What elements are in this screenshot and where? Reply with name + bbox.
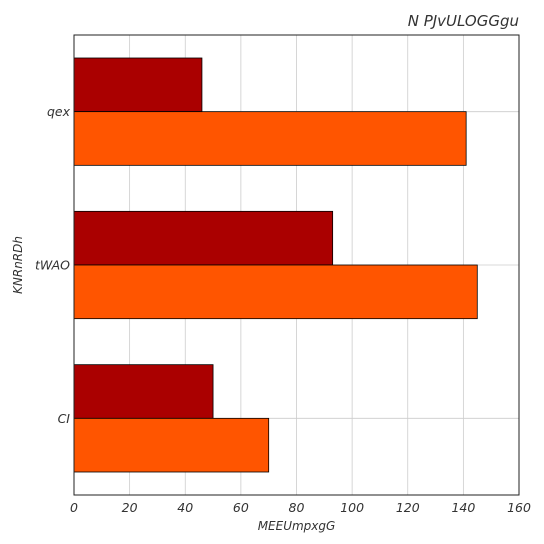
plot-frame (73, 34, 520, 496)
x-tick-label: 100 (340, 500, 364, 515)
x-tick-label: 160 (507, 500, 531, 515)
y-axis-ticks: CI tWAO qex (35, 104, 71, 426)
x-axis-ticks: 0 20 40 60 80 100 120 140 160 (70, 500, 531, 515)
x-tick-label: 120 (396, 500, 420, 515)
bars (73, 57, 478, 473)
x-tick-label: 140 (451, 500, 475, 515)
y-tick-label: CI (58, 411, 71, 426)
y-tick-label: qex (47, 104, 71, 119)
x-axis-label: MEEUmpxgG (258, 519, 336, 533)
x-tick-label: 60 (233, 500, 249, 515)
y-tick-label: tWAO (35, 258, 70, 273)
bar-tWAO-series-1 (73, 210, 334, 266)
bar-qex-series-1 (73, 57, 203, 113)
y-axis-label: KNRnRDh (11, 236, 25, 294)
x-tick-label: 80 (289, 500, 305, 515)
bar-CI-series-2 (73, 417, 270, 473)
x-tick-label: 40 (177, 500, 193, 515)
bar-qex-series-2 (73, 111, 467, 166)
chart-title: N PJvULOGGgu (408, 12, 519, 30)
x-tick-label: 20 (122, 500, 138, 515)
bar-tWAO-series-2 (73, 264, 478, 320)
x-tick-label: 0 (70, 500, 78, 515)
bar-CI-series-1 (73, 364, 214, 419)
